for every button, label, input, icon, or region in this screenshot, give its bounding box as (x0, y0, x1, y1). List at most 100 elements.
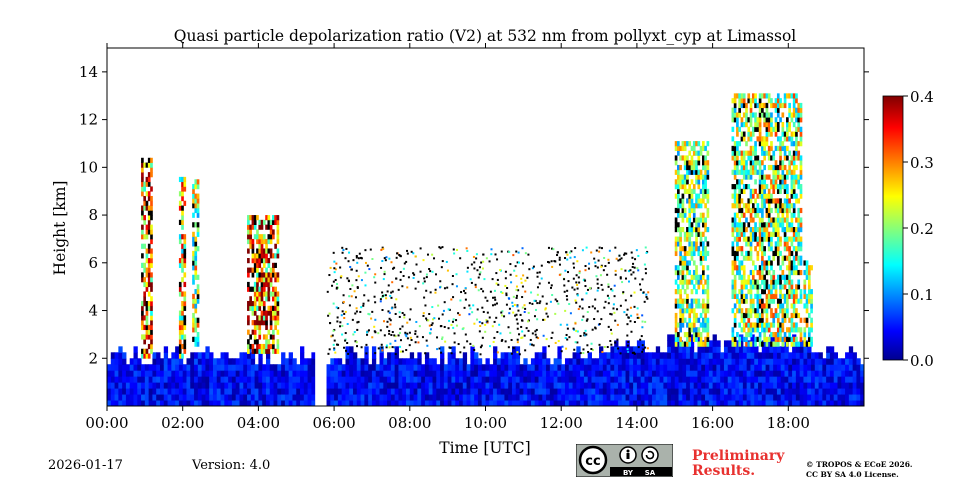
heatmap-cell (375, 376, 381, 383)
heatmap-cell (736, 231, 739, 237)
heatmap-cell (595, 370, 600, 377)
heatmap-cell (494, 303, 497, 306)
heatmap-cell (735, 364, 740, 371)
heatmap-cell (776, 164, 780, 171)
heatmap-cell (436, 370, 441, 377)
heatmap-cell (345, 352, 350, 359)
heatmap-cell (621, 370, 627, 377)
heatmap-cell (655, 394, 661, 401)
heatmap-cell (300, 346, 305, 353)
heatmap-cell (409, 308, 412, 311)
heatmap-cell (178, 258, 182, 264)
heatmap-cell (749, 227, 753, 233)
heatmap-cell (735, 352, 740, 359)
heatmap-cell (436, 394, 441, 401)
heatmap-cell (453, 341, 456, 344)
heatmap-cell (780, 364, 786, 371)
heatmap-cell (686, 279, 689, 285)
heatmap-cell (803, 303, 807, 309)
heatmap-cell (795, 145, 798, 152)
heatmap-cell (355, 310, 358, 313)
heatmap-cell (342, 248, 345, 251)
heatmap-cell (147, 258, 151, 264)
heatmap-cell (736, 184, 739, 190)
heatmap-cell (510, 352, 513, 355)
heatmap-cell (683, 188, 687, 194)
heatmap-cell (523, 394, 528, 401)
heatmap-cell (524, 252, 527, 255)
heatmap-cell (697, 317, 701, 323)
heatmap-cell (663, 364, 668, 371)
heatmap-cell (767, 260, 771, 266)
heatmap-cell (254, 376, 259, 383)
heatmap-cell (546, 358, 551, 365)
heatmap-cell (144, 394, 150, 401)
heatmap-cell (758, 394, 763, 401)
heatmap-cell (156, 394, 161, 401)
heatmap-cell (792, 236, 796, 242)
heatmap-cell (181, 191, 184, 197)
heatmap-cell (772, 274, 776, 280)
heatmap-cell (686, 160, 689, 166)
heatmap-cell (575, 301, 578, 304)
heatmap-cell (394, 388, 399, 395)
heatmap-cell (765, 400, 770, 406)
heatmap-cell (462, 370, 468, 377)
heatmap-cell (477, 376, 483, 383)
heatmap-cell (742, 169, 746, 175)
heatmap-cell (720, 364, 725, 371)
heatmap-cell (422, 312, 425, 315)
heatmap-cell (258, 376, 263, 383)
heatmap-cell (765, 150, 769, 156)
heatmap-cell (272, 215, 275, 221)
heatmap-cell (731, 260, 735, 266)
heatmap-cell (574, 341, 577, 344)
heatmap-cell (774, 231, 778, 237)
heatmap-cell (763, 198, 766, 204)
heatmap-cell (727, 388, 733, 395)
heatmap-cell (736, 150, 739, 156)
heatmap-cell (247, 329, 250, 335)
heatmap-cell (228, 394, 233, 401)
heatmap-cell (163, 370, 169, 377)
date-label: 2026-01-17 (48, 458, 123, 473)
heatmap-cell (767, 303, 771, 309)
heatmap-cell (616, 323, 619, 326)
heatmap-cell (786, 136, 789, 142)
heatmap-cell (247, 215, 250, 221)
heatmap-cell (274, 315, 277, 321)
heatmap-cell (334, 268, 337, 271)
heatmap-cell (509, 273, 512, 276)
heatmap-cell (122, 400, 127, 406)
heatmap-cell (178, 334, 182, 340)
heatmap-cell (776, 260, 780, 266)
heatmap-cell (141, 310, 144, 316)
heatmap-cell (749, 303, 753, 309)
heatmap-cell (380, 346, 383, 349)
heatmap-cell (561, 345, 564, 348)
heatmap-cell (736, 155, 739, 161)
heatmap-cell (781, 303, 785, 309)
heatmap-cell (712, 364, 717, 371)
heatmap-cell (686, 169, 689, 175)
heatmap-cell (510, 338, 513, 341)
heatmap-cell (695, 332, 698, 338)
heatmap-cell (701, 388, 706, 395)
heatmap-cell (626, 323, 629, 326)
heatmap-cell (181, 262, 184, 268)
heatmap-cell (110, 376, 116, 383)
heatmap-cell (267, 262, 271, 268)
heatmap-cell (137, 400, 142, 406)
heatmap-cell (148, 376, 153, 383)
heatmap-cell (265, 224, 268, 230)
heatmap-cell (679, 327, 682, 333)
heatmap-cell (371, 310, 374, 313)
heatmap-cell (610, 376, 615, 383)
heatmap-cell (466, 376, 471, 383)
heatmap-cell (586, 311, 589, 314)
heatmap-cell (799, 394, 804, 401)
heatmap-cell (679, 250, 682, 257)
heatmap-cell (334, 351, 337, 354)
heatmap-cell (695, 241, 698, 247)
heatmap-cell (505, 294, 508, 297)
